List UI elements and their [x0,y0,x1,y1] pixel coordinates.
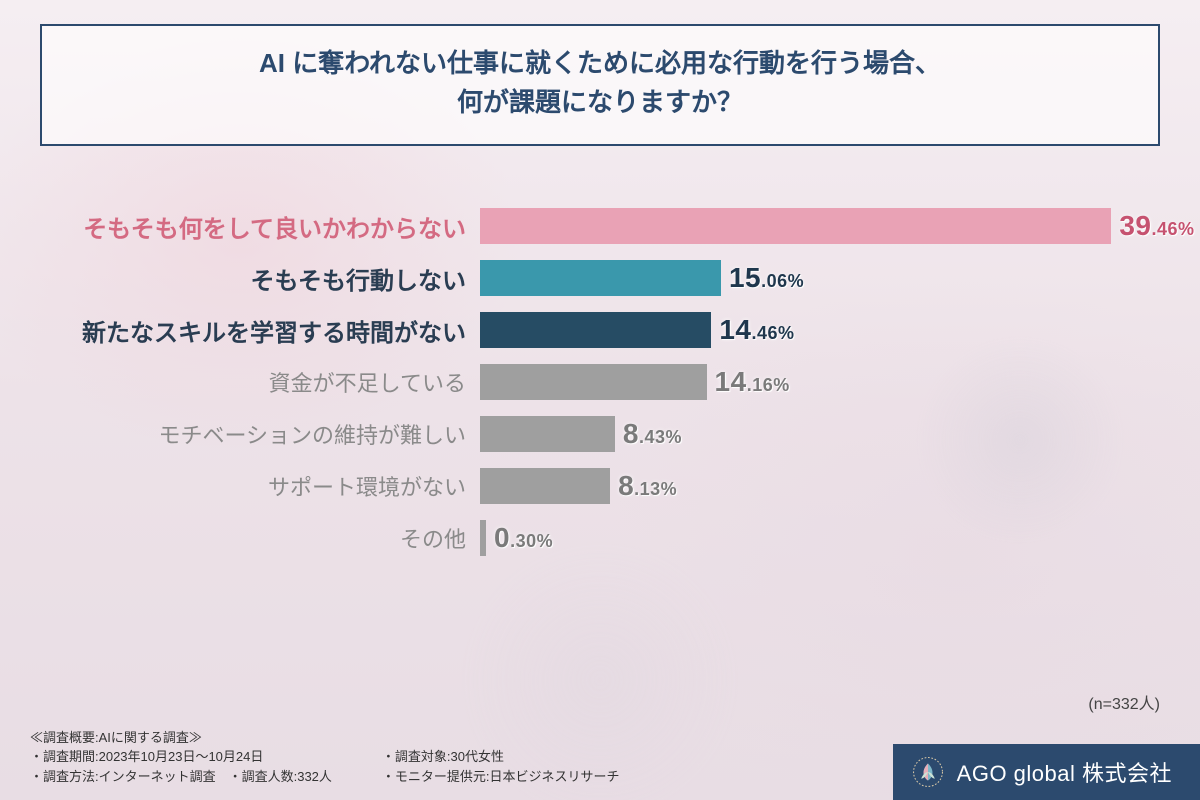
bar-label: その他 [60,522,480,554]
footnote-header: ≪調査概要:AIに関する調査≫ [30,728,620,748]
bar-value: 14.16% [715,366,790,398]
bar-wrap: 0.30% [480,520,1120,556]
bar [480,312,711,348]
chart-row: 資金が不足している 14.16% [60,356,1120,408]
bar-label: 新たなスキルを学習する時間がない [60,313,480,348]
bar [480,416,615,452]
chart-row: その他 0.30% [60,512,1120,564]
bar-chart: そもそも何をして良いかわからない39.46%そもそも行動しない15.06%新たな… [60,200,1120,564]
footnote-col-2: ・調査対象:30代女性 ・モニター提供元:日本ビジネスリサーチ [382,747,620,786]
bar [480,468,610,504]
bar-label: サポート環境がない [60,470,480,502]
bar-label: 資金が不足している [60,366,480,398]
bar-wrap: 8.43% [480,416,1120,452]
bar-wrap: 14.46% [480,312,1120,348]
chart-row: そもそも何をして良いかわからない39.46% [60,200,1120,252]
brand-logo-icon [911,755,945,789]
bar-label: そもそも行動しない [60,261,480,296]
bar-wrap: 15.06% [480,260,1120,296]
bar-wrap: 8.13% [480,468,1120,504]
bar-label: そもそも何をして良いかわからない [60,209,480,244]
bar [480,208,1111,244]
chart-row: サポート環境がない 8.13% [60,460,1120,512]
chart-row: 新たなスキルを学習する時間がない 14.46% [60,304,1120,356]
bar-value: 8.13% [618,470,677,502]
bar-value: 15.06% [729,262,804,294]
bar-value: 14.46% [719,314,794,346]
chart-row: モチベーションの維持が難しい 8.43% [60,408,1120,460]
bar [480,520,486,556]
bar-value: 0.30% [494,522,553,554]
title-line-1: AI に奪われない仕事に就くために必用な行動を行う場合、 [62,44,1138,83]
footnote-col-1: ・調査期間:2023年10月23日～10月24日 ・調査方法:インターネット調査… [30,747,332,786]
brand-badge: AGO global 株式会社 [893,744,1200,800]
title-box: AI に奪われない仕事に就くために必用な行動を行う場合、 何が課題になりますか？ [40,24,1160,146]
infographic-canvas: AI に奪われない仕事に就くために必用な行動を行う場合、 何が課題になりますか？… [0,0,1200,800]
bar-label: モチベーションの維持が難しい [60,418,480,450]
bar-wrap: 14.16% [480,364,1120,400]
bar-value: 39.46% [1119,210,1194,242]
bar [480,260,721,296]
survey-footnotes: ≪調査概要:AIに関する調査≫ ・調査期間:2023年10月23日～10月24日… [30,728,620,787]
bar [480,364,707,400]
sample-size: (n=332人) [1088,690,1160,714]
bar-wrap: 39.46% [480,208,1120,244]
brand-text: AGO global 株式会社 [957,756,1172,788]
title-line-2: 何が課題になりますか？ [62,83,1138,122]
bar-value: 8.43% [623,418,682,450]
chart-row: そもそも行動しない 15.06% [60,252,1120,304]
